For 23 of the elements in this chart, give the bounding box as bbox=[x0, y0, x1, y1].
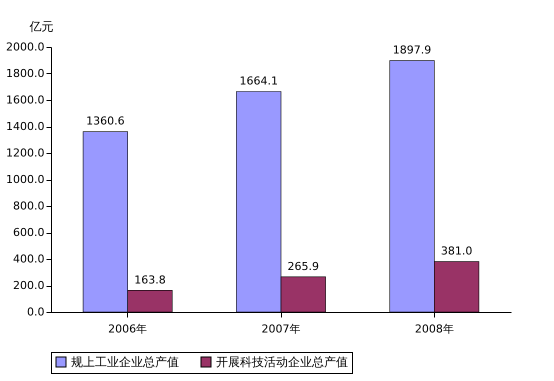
y-tick-label: 1200.0 bbox=[6, 146, 44, 160]
legend-label: 规上工业企业总产值 bbox=[71, 355, 179, 369]
y-tick-label: 1800.0 bbox=[6, 67, 44, 80]
data-label: 163.8 bbox=[134, 273, 166, 286]
y-axis-title: 亿元 bbox=[28, 20, 54, 34]
data-label: 265.9 bbox=[288, 260, 320, 273]
y-tick-label: 400.0 bbox=[13, 252, 44, 266]
y-tick-label: 800.0 bbox=[13, 200, 44, 212]
data-label: 381.0 bbox=[440, 244, 472, 258]
y-tick-label: 600.0 bbox=[13, 226, 44, 239]
x-tick-label: 2008年 bbox=[414, 322, 454, 336]
y-tick-label: 200.0 bbox=[13, 279, 44, 292]
data-label: 1360.6 bbox=[86, 114, 125, 128]
legend-label: 开展科技活动企业总产值 bbox=[216, 355, 348, 369]
y-tick-label: 1000.0 bbox=[6, 173, 44, 186]
y-tick-label: 1600.0 bbox=[6, 94, 44, 106]
data-label: 1664.1 bbox=[239, 74, 278, 88]
y-tick-label: 2000.0 bbox=[6, 40, 44, 54]
x-tick-label: 2006年 bbox=[108, 322, 148, 336]
x-tick-label: 2007年 bbox=[262, 322, 300, 336]
data-label: 1897.9 bbox=[392, 44, 432, 57]
y-tick-label: 1400.0 bbox=[6, 120, 44, 133]
y-tick-label: 0.0 bbox=[27, 306, 44, 318]
